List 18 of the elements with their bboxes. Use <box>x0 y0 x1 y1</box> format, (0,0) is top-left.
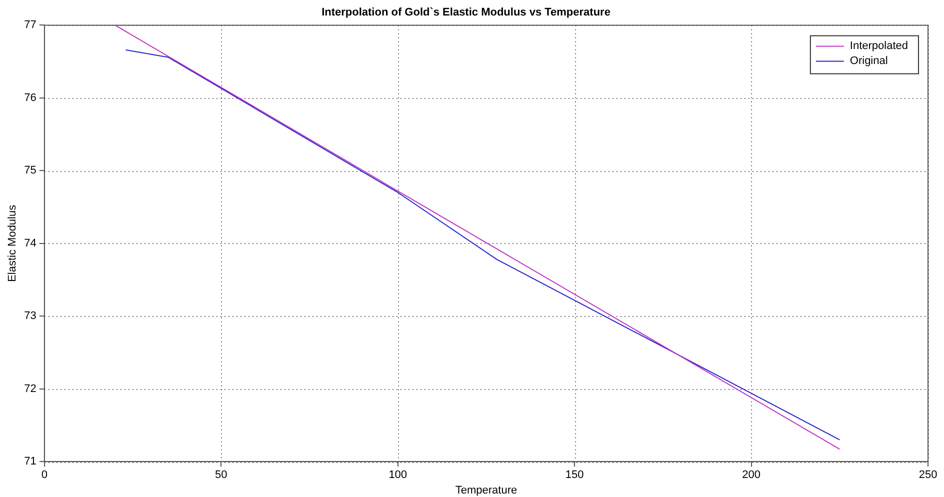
x-tick-label: 200 <box>742 469 760 482</box>
x-tick-label: 0 <box>41 469 48 482</box>
y-tick-label: 76 <box>24 92 36 104</box>
legend-label: Interpolated <box>850 40 908 52</box>
x-tick-label: 250 <box>918 469 938 482</box>
legend-label: Original <box>850 55 888 68</box>
x-tick-label: 50 <box>215 469 228 482</box>
y-tick-label: 71 <box>24 456 36 468</box>
y-tick-label: 74 <box>24 237 36 250</box>
y-tick-label: 72 <box>24 382 36 395</box>
y-tick-label: 77 <box>24 19 36 32</box>
y-tick-label: 75 <box>24 164 36 177</box>
x-tick-label: 150 <box>565 469 584 482</box>
x-tick-label: 100 <box>388 469 408 482</box>
y-axis-title: Elastic Modulus <box>6 204 19 282</box>
x-axis-title: Temperature <box>455 484 518 496</box>
chart-title: Interpolation of Gold`s Elastic Modulus vs Temperature <box>322 6 610 19</box>
y-tick-label: 73 <box>24 310 36 322</box>
